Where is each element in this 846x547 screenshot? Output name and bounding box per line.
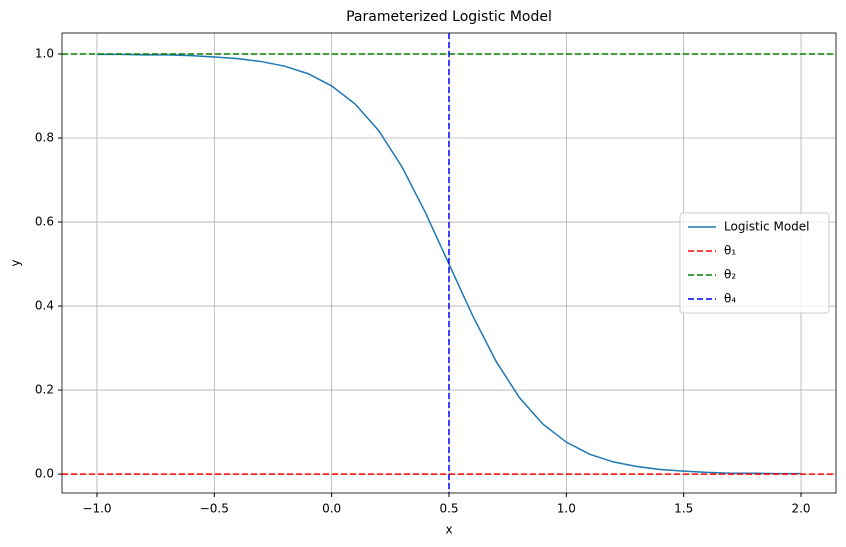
y-tick-label: 0.8 [35,131,54,145]
y-tick-label: 0.0 [35,467,54,481]
data-line [96,53,802,475]
y-axis-label: y [9,259,23,266]
x-tick-label: 0.5 [439,502,458,516]
legend-box [679,212,830,314]
x-axis-label: x [445,523,452,537]
legend-label: θ₄ [724,292,736,306]
legend-label: θ₂ [724,268,736,282]
y-tick-label: 1.0 [35,47,54,61]
legend-label: Logistic Model [724,220,810,234]
x-tick-label: 1.5 [674,502,693,516]
y-tick-label: 0.2 [35,383,54,397]
y-tick-label: 0.4 [35,299,54,313]
x-tick-label: 2.0 [791,502,810,516]
plot-frame [61,32,837,494]
y-tick-label: 0.6 [35,215,54,229]
x-tick-label: −1.0 [82,502,111,516]
x-tick-label: 1.0 [557,502,576,516]
x-tick-label: 0.0 [322,502,341,516]
chart-title: Parameterized Logistic Model [346,9,552,25]
x-tick-label: −0.5 [200,502,229,516]
legend: Logistic Model θ₁ θ₂ θ₄ [679,212,830,314]
legend-label: θ₁ [724,244,736,258]
